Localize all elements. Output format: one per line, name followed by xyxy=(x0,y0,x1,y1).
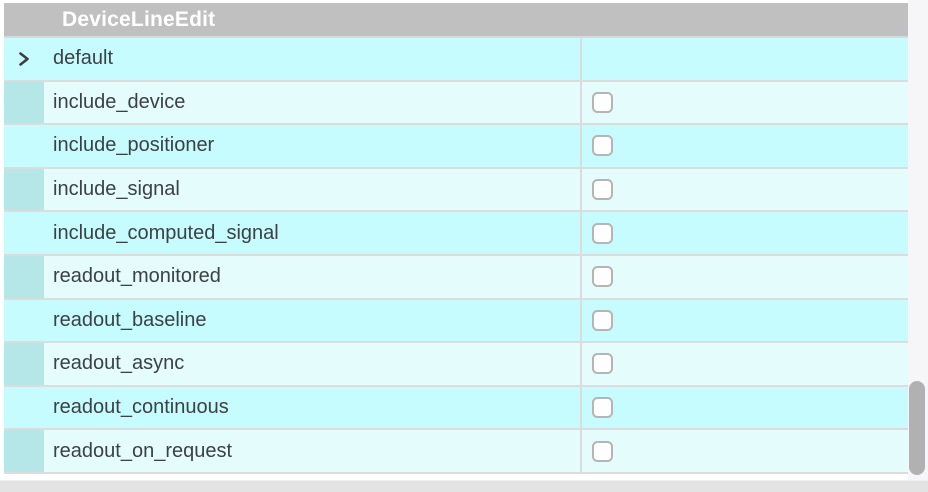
value-cell xyxy=(582,300,908,342)
branch-area xyxy=(4,430,44,472)
table-row-include_positioner[interactable]: include_positioner xyxy=(4,125,908,169)
table-row-readout_continuous[interactable]: readout_continuous xyxy=(4,386,908,431)
property-label: default xyxy=(53,47,114,70)
label-cell: include_positioner xyxy=(44,125,580,167)
value-cell xyxy=(582,212,908,254)
value-cell xyxy=(582,125,908,167)
table-row-readout_on_request[interactable]: readout_on_request xyxy=(4,430,908,474)
checkbox-include_computed_signal[interactable] xyxy=(592,222,613,244)
label-cell: readout_async xyxy=(44,343,580,385)
column-divider xyxy=(580,212,582,254)
label-cell: readout_on_request xyxy=(44,430,580,472)
checkbox-readout_continuous[interactable] xyxy=(592,397,613,419)
column-divider xyxy=(580,343,582,385)
property-label: readout_monitored xyxy=(53,265,221,288)
column-divider xyxy=(580,125,582,167)
column-divider xyxy=(580,168,582,211)
value-cell xyxy=(582,169,908,211)
branch-area xyxy=(4,212,44,254)
branch-area xyxy=(4,38,44,80)
property-label: readout_baseline xyxy=(53,308,207,331)
column-divider xyxy=(580,38,582,80)
table-row-include_signal[interactable]: include_signal xyxy=(4,168,908,213)
branch-area xyxy=(4,255,44,298)
column-divider xyxy=(580,430,582,472)
vertical-scrollbar-thumb[interactable] xyxy=(909,381,925,475)
value-cell xyxy=(582,430,908,472)
branch-area xyxy=(4,168,44,211)
property-label: readout_async xyxy=(53,352,185,375)
value-cell xyxy=(582,82,908,124)
property-label: include_device xyxy=(53,90,186,113)
table-row-default[interactable]: default xyxy=(4,38,908,82)
label-cell: include_signal xyxy=(44,169,580,211)
label-cell: readout_baseline xyxy=(44,300,580,342)
column-divider xyxy=(580,386,582,429)
checkbox-readout_baseline[interactable] xyxy=(592,309,613,331)
chevron-right-icon[interactable] xyxy=(15,49,33,69)
branch-area xyxy=(4,343,44,385)
header-bar: DeviceLineEdit xyxy=(4,3,910,38)
checkbox-readout_on_request[interactable] xyxy=(592,440,613,462)
property-label: readout_on_request xyxy=(53,439,233,462)
label-cell: include_device xyxy=(44,82,580,124)
vertical-scrollbar-track[interactable] xyxy=(908,0,928,480)
table-row-readout_async[interactable]: readout_async xyxy=(4,343,908,387)
table-row-include_computed_signal[interactable]: include_computed_signal xyxy=(4,212,908,256)
property-table: default include_device include_positione… xyxy=(4,38,908,474)
branch-area xyxy=(4,300,44,342)
label-cell: include_computed_signal xyxy=(44,212,580,254)
branch-area xyxy=(4,81,44,124)
page-title: DeviceLineEdit xyxy=(62,7,216,31)
property-label: readout_continuous xyxy=(53,396,229,419)
value-cell xyxy=(582,256,908,298)
label-cell: readout_monitored xyxy=(44,256,580,298)
table-row-readout_monitored[interactable]: readout_monitored xyxy=(4,255,908,300)
checkbox-readout_async[interactable] xyxy=(592,353,613,375)
column-divider xyxy=(580,81,582,124)
checkbox-readout_monitored[interactable] xyxy=(592,266,613,288)
checkbox-include_device[interactable] xyxy=(592,91,613,113)
value-cell xyxy=(582,387,908,429)
value-cell xyxy=(582,38,908,80)
branch-area xyxy=(4,125,44,167)
property-label: include_signal xyxy=(53,178,180,201)
column-divider xyxy=(580,299,582,342)
horizontal-scrollbar-track[interactable] xyxy=(0,480,928,492)
checkbox-include_signal[interactable] xyxy=(592,179,613,201)
table-row-readout_baseline[interactable]: readout_baseline xyxy=(4,299,908,344)
column-divider xyxy=(580,255,582,298)
label-cell: default xyxy=(44,38,580,80)
branch-area xyxy=(4,387,44,429)
value-cell xyxy=(582,343,908,385)
table-row-include_device[interactable]: include_device xyxy=(4,81,908,126)
property-label: include_computed_signal xyxy=(53,221,279,244)
property-label: include_positioner xyxy=(53,134,215,157)
checkbox-include_positioner[interactable] xyxy=(592,135,613,157)
label-cell: readout_continuous xyxy=(44,387,580,429)
